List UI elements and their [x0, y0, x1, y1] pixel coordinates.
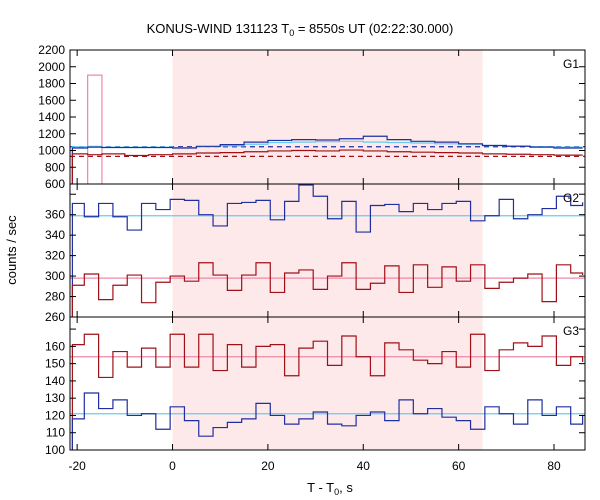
x-tick-label: 40: [357, 459, 371, 473]
y-tick-label: 1000: [38, 144, 65, 158]
y-tick-label: 160: [45, 339, 65, 353]
y-tick-label: 120: [45, 408, 65, 422]
panel-g3: [70, 333, 585, 450]
chart-title: KONUS-WIND 131123 T0 = 8550s UT (02:22:3…: [147, 21, 454, 38]
count-rate-series: [71, 149, 583, 184]
y-tick-label: 360: [45, 208, 65, 222]
panel-frame: [69, 316, 586, 451]
panel-label: G1: [563, 57, 579, 71]
panel-g2: [70, 184, 585, 317]
count-rate-series: [71, 333, 584, 450]
series-layer: [70, 74, 585, 450]
y-tick-label: 1600: [38, 93, 65, 107]
count-rate-series: [71, 135, 583, 184]
count-rate-series: [87, 74, 103, 184]
y-tick-label: 300: [45, 269, 65, 283]
y-tick-label: 320: [45, 249, 65, 263]
x-tick-label: -20: [68, 459, 86, 473]
y-tick-label: 600: [45, 177, 65, 191]
x-tick-label: 0: [169, 459, 176, 473]
x-tick-label: 60: [452, 459, 466, 473]
y-tick-label: 280: [45, 290, 65, 304]
x-tick-label: 80: [547, 459, 561, 473]
interval-shade-layer: [172, 50, 483, 450]
y-tick-label: 110: [46, 426, 65, 440]
axes-layer: 6008001000120014001600180020002200G12602…: [38, 43, 586, 473]
x-tick-label: 20: [261, 459, 275, 473]
y-tick-label: 150: [45, 357, 65, 371]
y-tick-label: 1400: [38, 110, 65, 124]
x-axis-label-prefix: T - T: [307, 480, 334, 495]
panel-label: G2: [563, 191, 579, 205]
x-axis-label-suffix: , s: [339, 480, 353, 495]
count-rate-series: [71, 392, 584, 450]
y-tick-label: 260: [45, 310, 65, 324]
y-tick-label: 1800: [38, 77, 65, 91]
y-tick-label: 2200: [38, 43, 65, 57]
panel-plot-area: [70, 333, 585, 450]
y-tick-label: 2000: [38, 60, 65, 74]
chart-title-prefix: KONUS-WIND 131123 T: [147, 21, 290, 36]
y-axis-label: counts / sec: [4, 215, 19, 285]
y-tick-label: 140: [45, 374, 65, 388]
y-tick-label: 100: [45, 443, 65, 457]
panel-g1: [70, 74, 585, 184]
count-rate-series: [71, 184, 584, 317]
panel-plot-area: [70, 184, 585, 317]
chart-title-suffix: = 8550s UT (02:22:30.000): [294, 21, 453, 36]
interval-shade: [172, 50, 483, 450]
y-tick-label: 1200: [38, 127, 65, 141]
y-tick-label: 800: [45, 160, 65, 174]
count-rate-series: [71, 262, 584, 317]
panel-label: G3: [563, 324, 579, 338]
x-axis-label: T - T0, s: [307, 480, 353, 497]
panel-plot-area: [70, 74, 585, 184]
x-axis-label-sub: 0: [334, 487, 339, 497]
chart-title-sub: 0: [289, 28, 294, 38]
y-tick-label: 130: [45, 391, 65, 405]
y-tick-label: 340: [45, 228, 65, 242]
